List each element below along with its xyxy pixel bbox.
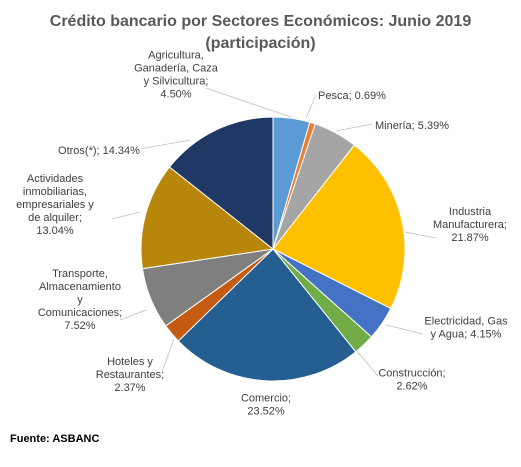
leader-line-8 — [119, 309, 147, 321]
leader-line-2 — [335, 123, 373, 132]
data-label-1: Pesca; 0.69% — [318, 90, 386, 102]
chart-subtitle: (participación) — [205, 35, 316, 52]
data-label-2: Minería; 5.39% — [375, 120, 449, 132]
data-label-8: Transporte, Almacenamiento y Comunicaciones… — [38, 268, 122, 332]
pie-slice-9 — [140, 166, 275, 270]
leader-line-7 — [161, 338, 175, 373]
data-label-3: Industria Manufacturera; 21.87% — [433, 206, 507, 244]
data-label-10: Otros(*); 14.34% — [58, 145, 140, 157]
leader-line-9 — [111, 211, 141, 220]
leader-line-0 — [205, 87, 292, 118]
leader-line-3 — [404, 231, 437, 239]
pie-slice-3 — [272, 144, 406, 310]
data-label-5: Construcción; 2.62% — [378, 367, 445, 392]
data-label-9: Actividades inmobiliarias, empresariales y… — [16, 173, 94, 237]
data-label-7: Hoteles y Restaurantes; 2.37% — [96, 356, 164, 394]
leader-line-5 — [355, 349, 379, 377]
pie-slice-10 — [168, 116, 274, 251]
leader-line-4 — [385, 324, 424, 335]
data-label-0: Agricultura, Ganadería, Caza y Silvicultur… — [134, 49, 219, 100]
pie-slice-6 — [177, 248, 357, 382]
leader-line-10 — [139, 139, 191, 150]
leader-line-1 — [305, 94, 317, 119]
data-label-6: Comercio; 23.52% — [241, 392, 291, 417]
source-note: Fuente: ASBANC — [10, 433, 100, 445]
data-label-4: Electricidad, Gas y Agua; 4.15% — [424, 315, 508, 340]
chart-title: Crédito bancario por Sectores Económicos… — [49, 13, 472, 30]
